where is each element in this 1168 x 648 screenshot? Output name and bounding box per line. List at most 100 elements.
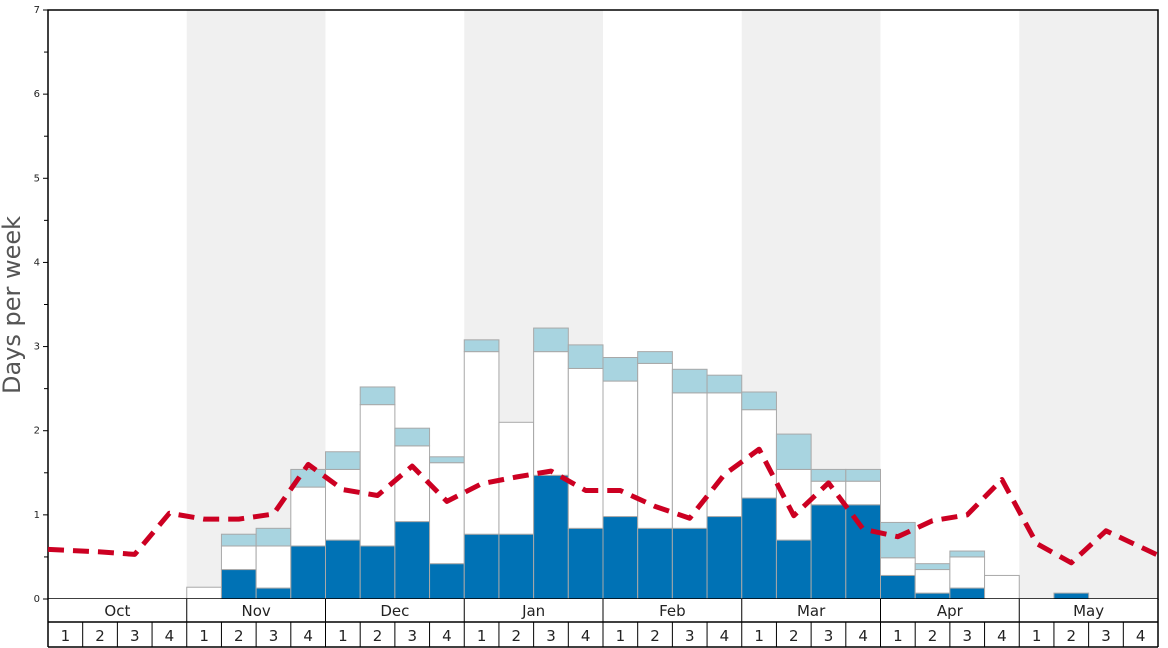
week-label: 2 [95, 627, 105, 645]
bar-white [949, 556, 986, 589]
bar-light [394, 427, 431, 447]
week-label: 4 [442, 627, 452, 645]
bar-white [220, 545, 257, 571]
week-label: 1 [893, 627, 903, 645]
bar-dark [255, 587, 292, 600]
bar-light [671, 368, 708, 394]
bar-dark [1053, 592, 1090, 600]
week-label: 1 [1032, 627, 1042, 645]
month-label-dec: Dec [380, 602, 409, 620]
week-label: 2 [789, 627, 799, 645]
week-label: 2 [373, 627, 383, 645]
week-label: 3 [546, 627, 556, 645]
bar-dark [290, 545, 326, 600]
bar-light [949, 550, 986, 558]
bar-light [220, 533, 257, 547]
bar-white [671, 392, 708, 529]
week-label: 1 [616, 627, 626, 645]
week-label: 4 [165, 627, 175, 645]
x-axis: Oct Nov Dec Jan Feb Mar Apr May 1 2 3 4 1 2 3 4 1 2 3 4 1 2 3 4… [47, 599, 1159, 648]
bar-light [255, 527, 292, 547]
bar-dark [359, 545, 396, 600]
y-tick-label: 6 [34, 89, 40, 100]
y-tick-label: 3 [34, 342, 40, 353]
bar-dark [394, 521, 431, 600]
week-label: 4 [720, 627, 730, 645]
week-label: 2 [650, 627, 660, 645]
bar-light [637, 351, 673, 364]
week-label: 1 [338, 627, 348, 645]
bar-white [186, 586, 222, 600]
bar-white [845, 480, 881, 506]
bar-white [394, 445, 431, 523]
y-axis-label: Days per week [0, 216, 26, 394]
week-label: 4 [1136, 627, 1146, 645]
bar-light [845, 468, 881, 482]
bar-light [463, 339, 500, 353]
month-label-nov: Nov [241, 602, 270, 620]
bar-dark [567, 527, 604, 600]
bar-white [706, 392, 743, 518]
week-label: 2 [928, 627, 938, 645]
bar-light [741, 391, 777, 411]
bar-light [880, 521, 916, 559]
bar-white [914, 569, 951, 594]
bar-dark [325, 539, 361, 600]
week-label: 3 [407, 627, 417, 645]
bar-white [880, 557, 916, 576]
bar-dark [533, 474, 569, 600]
week-label: 4 [997, 627, 1007, 645]
week-label: 3 [962, 627, 972, 645]
bar-dark [429, 563, 465, 600]
bar-white [290, 486, 326, 547]
week-label: 2 [512, 627, 522, 645]
bar-dark [498, 533, 535, 600]
week-label: 4 [858, 627, 868, 645]
bar-white [567, 367, 604, 529]
y-axis: 0 1 2 3 4 5 6 7 [34, 5, 48, 605]
bar-light [533, 327, 569, 353]
bar-dark [220, 569, 257, 600]
bar-dark [741, 497, 777, 600]
bar-dark [914, 592, 951, 600]
y-tick-label: 2 [34, 426, 40, 437]
month-label-oct: Oct [104, 602, 130, 620]
bar-white [984, 574, 1020, 600]
bar-dark [602, 516, 639, 600]
bar-white [429, 462, 465, 565]
week-label: 3 [130, 627, 140, 645]
y-tick-label: 5 [34, 173, 40, 184]
month-label-apr: Apr [937, 602, 964, 620]
bar-dark [810, 504, 847, 600]
bar-white [463, 351, 500, 535]
bar-light [567, 344, 604, 369]
week-label: 1 [754, 627, 764, 645]
bar-white [533, 351, 569, 476]
bar-dark [880, 574, 916, 600]
week-label: 3 [824, 627, 834, 645]
bar-dark [775, 539, 812, 600]
month-label-may: May [1073, 602, 1104, 620]
y-tick-label: 4 [34, 257, 40, 268]
week-label: 3 [685, 627, 695, 645]
week-label: 4 [581, 627, 591, 645]
bar-dark [463, 533, 500, 600]
bar-dark [671, 527, 708, 600]
week-label: 1 [199, 627, 209, 645]
week-label: 2 [234, 627, 244, 645]
bar-light [325, 451, 361, 470]
bar-white [255, 545, 292, 589]
bar-dark [845, 504, 881, 600]
month-band-may [1019, 10, 1158, 599]
week-label: 3 [269, 627, 279, 645]
month-label-jan: Jan [521, 602, 545, 620]
y-tick-label: 7 [34, 5, 40, 16]
week-label: 1 [61, 627, 71, 645]
bar-light [429, 456, 465, 464]
bar-dark [949, 587, 986, 600]
bar-light [359, 386, 396, 406]
month-label-mar: Mar [797, 602, 826, 620]
bar-white [359, 404, 396, 547]
bar-light [775, 433, 812, 470]
